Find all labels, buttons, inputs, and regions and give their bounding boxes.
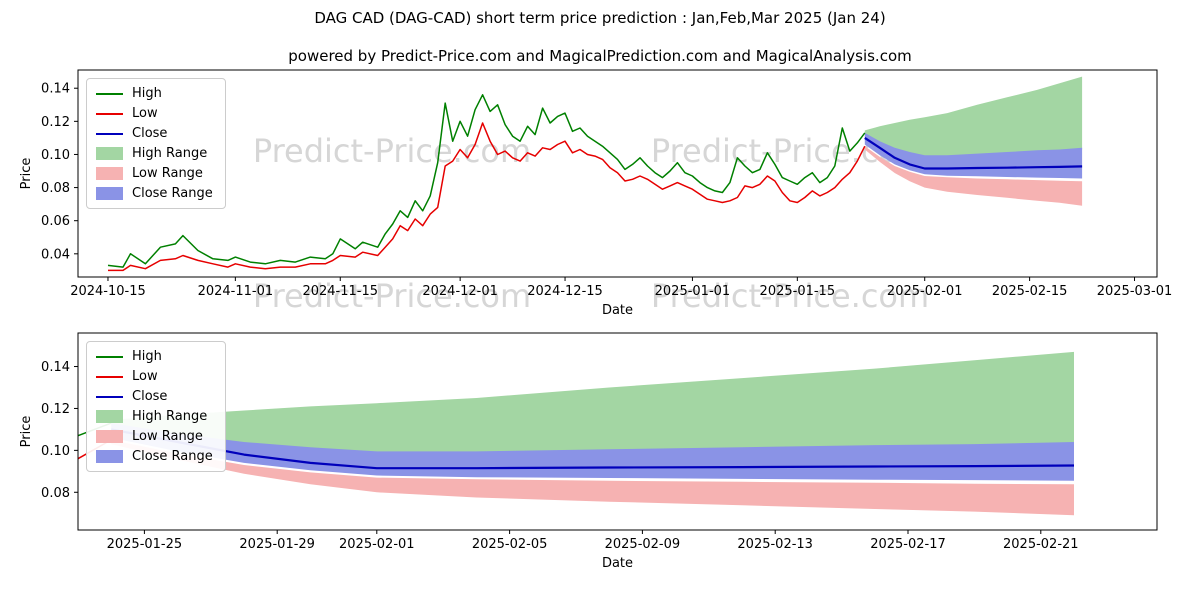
y-tick-label: 0.04: [41, 247, 70, 262]
legend-item-high: High: [96, 349, 213, 364]
legend-label: Close Range: [132, 449, 213, 464]
y-tick-label: 0.08: [41, 486, 70, 501]
x-tick-label: 2025-03-01: [1097, 284, 1173, 299]
y-tick-label: 0.10: [41, 444, 70, 459]
y-tick-label: 0.08: [41, 181, 70, 196]
watermark-text: Predict-Price.com: [253, 132, 531, 170]
y-tick-label: 0.12: [41, 402, 70, 417]
x-tick-label: 2025-01-15: [760, 284, 836, 299]
legend-label: Close: [132, 389, 168, 404]
legend-patch-swatch: [96, 410, 123, 423]
legend-item-high-range: High Range: [96, 409, 213, 424]
x-tick-label: 2025-02-15: [992, 284, 1068, 299]
chart-canvas: Predict-Price.com Predict-Price.com Predic…: [19, 69, 1173, 318]
watermark-text: Predict-Price.com: [253, 277, 531, 315]
x-axis-label: Date: [602, 556, 633, 571]
x-tick-label: 2025-02-09: [605, 537, 681, 552]
x-tick-label: 2025-02-17: [870, 537, 946, 552]
x-tick-label: 2024-10-15: [70, 284, 146, 299]
legend: High Low Close High Range Low Range Close Ran…: [86, 78, 226, 209]
plot-border: [77, 69, 1158, 278]
series-high-line: [107, 94, 866, 268]
chart-title: DAG CAD (DAG-CAD) short term price predi…: [314, 9, 886, 27]
plot-border: [77, 332, 1158, 531]
series-close-line: [864, 136, 1083, 170]
band-low-range: [864, 146, 1083, 206]
legend-line-swatch: [96, 132, 123, 135]
legend-item-close: Close: [96, 126, 213, 141]
legend-item-low: Low: [96, 106, 213, 121]
x-tick-label: 2025-01-01: [655, 284, 731, 299]
legend-item-close: Close: [96, 389, 213, 404]
legend-patch-swatch: [96, 450, 123, 463]
legend-item-close-range: Close Range: [96, 449, 213, 464]
legend-label: Low: [132, 106, 158, 121]
x-tick-label: 2025-02-01: [887, 284, 963, 299]
y-tick-label: 0.14: [41, 360, 70, 375]
x-tick-label: 2025-02-21: [1003, 537, 1079, 552]
legend-label: Close: [132, 126, 168, 141]
price-history-chart: Predict-Price.com Predict-Price.com Predic…: [19, 69, 1173, 318]
y-tick-label: 0.12: [41, 115, 70, 130]
legend-patch-swatch: [96, 147, 123, 160]
chart-canvas: Predict-Price.comPredict-Price.com2025-0…: [19, 332, 1158, 571]
x-tick-label: 2024-11-15: [302, 284, 378, 299]
legend-patch-swatch: [96, 167, 123, 180]
series-low-line: [108, 122, 866, 272]
legend-label: Low Range: [132, 166, 203, 181]
legend-patch-swatch: [96, 430, 123, 443]
legend-line-swatch: [96, 375, 123, 378]
x-tick-label: 2025-02-01: [339, 537, 415, 552]
x-tick-label: 2024-12-15: [527, 284, 603, 299]
x-tick-label: 2025-02-05: [472, 537, 548, 552]
x-tick-label: 2025-01-29: [239, 537, 315, 552]
watermark-text: Predict-Price.com: [651, 277, 929, 315]
legend: High Low Close High Range Low Range Close Ran…: [86, 341, 226, 472]
y-axis-label: Price: [19, 416, 34, 448]
legend-patch-swatch: [96, 187, 123, 200]
prediction-zoom-chart: Predict-Price.comPredict-Price.com2025-0…: [0, 318, 1200, 600]
legend-label: High Range: [132, 409, 208, 424]
legend-line-swatch: [96, 92, 123, 95]
legend-label: Close Range: [132, 186, 213, 201]
x-tick-label: 2024-11-01: [198, 284, 274, 299]
y-tick-label: 0.10: [41, 148, 70, 163]
legend-line-swatch: [96, 395, 123, 398]
x-tick-label: 2024-12-01: [422, 284, 498, 299]
legend-line-swatch: [96, 112, 123, 115]
y-tick-label: 0.06: [41, 214, 70, 229]
legend-item-low-range: Low Range: [96, 429, 213, 444]
legend-label: High: [132, 86, 162, 101]
legend-label: Low Range: [132, 429, 203, 444]
x-tick-label: 2025-02-13: [737, 537, 813, 552]
legend-label: High: [132, 349, 162, 364]
legend-item-low: Low: [96, 369, 213, 384]
x-tick-label: 2025-01-25: [107, 537, 183, 552]
legend-label: Low: [132, 369, 158, 384]
x-axis-label: Date: [602, 303, 633, 318]
chart-subtitle: powered by Predict-Price.com and Magical…: [288, 47, 912, 65]
legend-line-swatch: [96, 355, 123, 358]
legend-item-close-range: Close Range: [96, 186, 213, 201]
band-high-range: [111, 351, 1074, 455]
legend-item-high: High: [96, 86, 213, 101]
y-axis-label: Price: [19, 158, 34, 190]
band-low-range: [111, 439, 1074, 516]
band-high-range: [864, 76, 1083, 158]
legend-label: High Range: [132, 146, 208, 161]
legend-item-low-range: Low Range: [96, 166, 213, 181]
legend-item-high-range: High Range: [96, 146, 213, 161]
y-tick-label: 0.14: [41, 82, 70, 97]
